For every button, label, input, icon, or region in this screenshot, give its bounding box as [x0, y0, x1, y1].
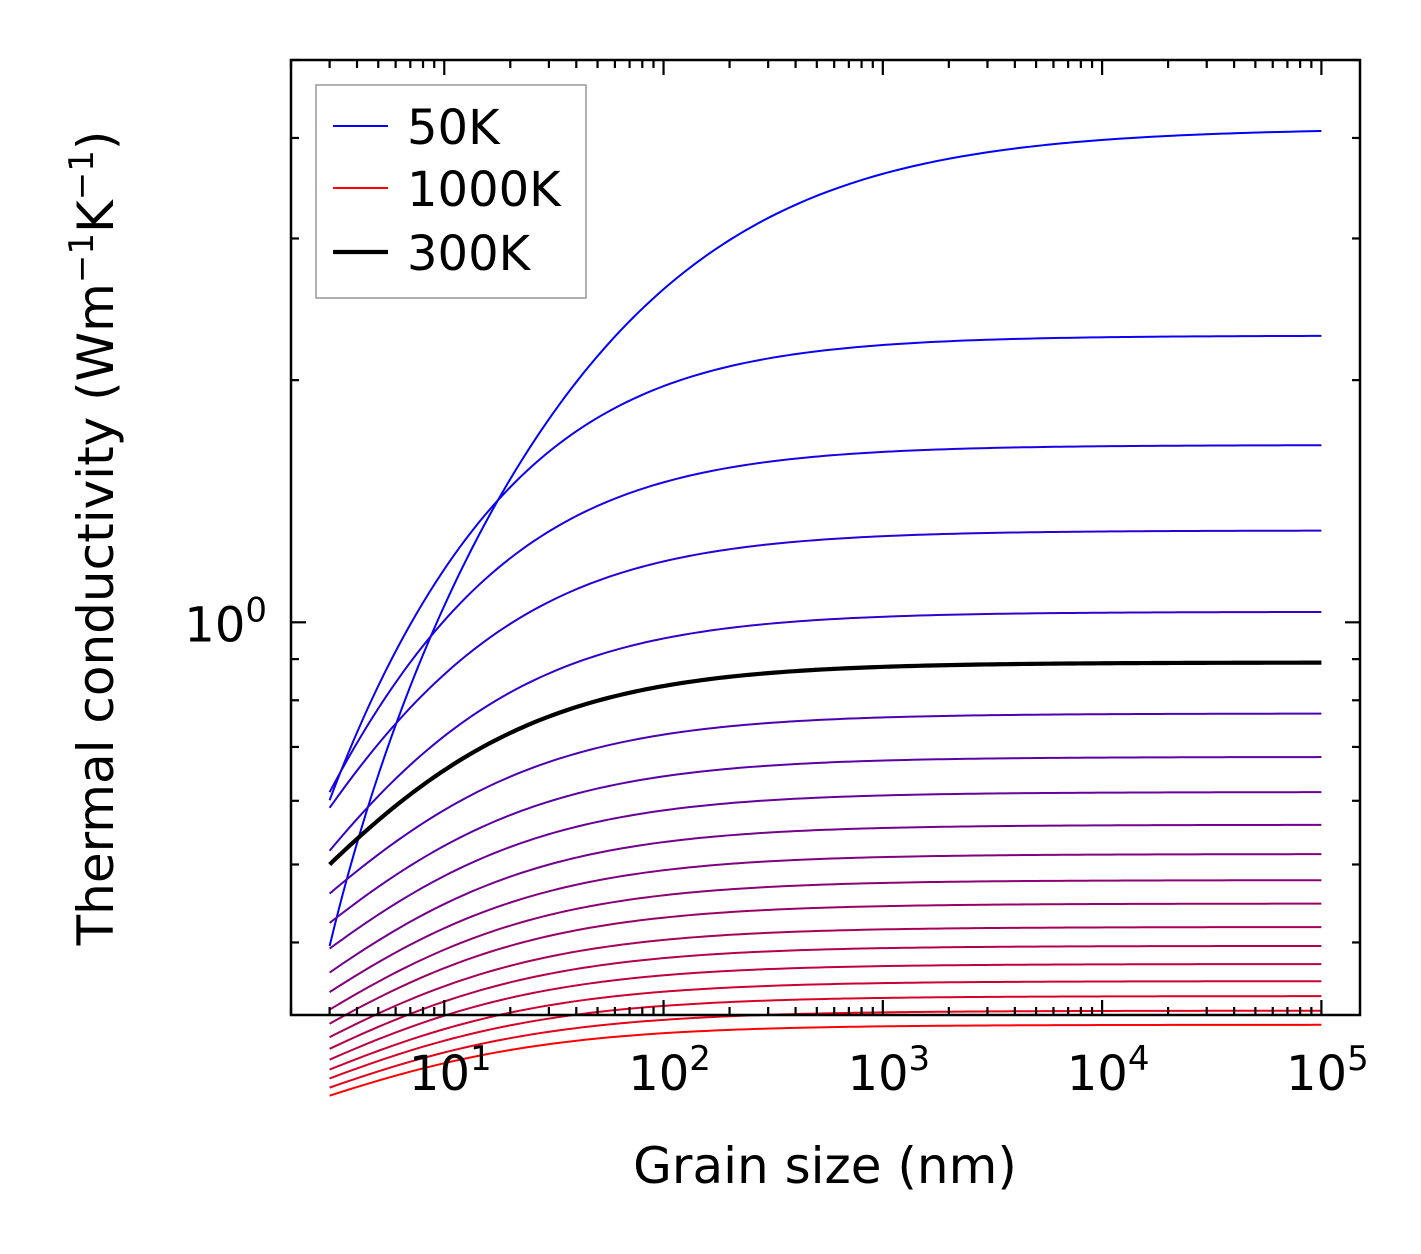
series-layer — [328, 130, 1322, 1097]
x-tick-label: 101 — [409, 1039, 492, 1102]
series-line-350k — [328, 712, 1322, 895]
series-line-300k — [328, 660, 1322, 867]
y-axis-label-sup2: −1 — [62, 150, 102, 200]
series-line-1000k — [329, 1023, 1322, 1097]
series-line-50k — [328, 130, 1322, 947]
y-axis-label-sup1: −1 — [62, 233, 102, 283]
legend-box — [315, 84, 587, 299]
series-line-200k — [328, 529, 1322, 809]
tick-label-layer: 101 102 103 104 105 100 — [184, 590, 1368, 1102]
y-axis-label-end: ) — [67, 131, 125, 151]
series-line-650k — [329, 902, 1322, 1025]
series-line-750k — [329, 944, 1322, 1050]
x-tick-label: 105 — [1286, 1039, 1369, 1102]
x-axis-label: Grain size (nm) — [633, 1137, 1017, 1195]
legend: 50K 1000K 300K — [315, 84, 587, 299]
y-tick-label: 100 — [184, 590, 267, 653]
series-line-500k — [329, 823, 1322, 974]
legend-label-300k: 300K — [407, 226, 532, 282]
series-line-800k — [329, 963, 1322, 1061]
x-tick-label: 102 — [628, 1039, 711, 1102]
series-line-450k — [329, 791, 1322, 950]
y-axis-label: Thermal conductivity (Wm−1K−1) — [62, 131, 125, 947]
x-tick-label: 104 — [1067, 1039, 1150, 1102]
x-tick-label: 103 — [847, 1039, 930, 1102]
series-line-950k — [329, 1009, 1322, 1089]
plot-frame — [289, 58, 1362, 1017]
series-line-900k — [329, 995, 1322, 1080]
series-line-550k — [329, 853, 1322, 993]
series-line-600k — [329, 879, 1322, 1011]
series-line-150k — [328, 444, 1322, 793]
series-line-250k — [328, 610, 1322, 852]
ticks-layer — [289, 58, 1360, 1015]
y-axis-label-main: Thermal conductivity (Wm — [67, 283, 125, 946]
series-line-400k — [328, 756, 1322, 924]
legend-label-1000k: 1000K — [407, 162, 562, 218]
series-line-100k — [328, 334, 1322, 801]
legend-label-50k: 50K — [407, 100, 501, 156]
series-line-700k — [329, 926, 1322, 1039]
y-axis-label-mid: K — [67, 199, 125, 233]
